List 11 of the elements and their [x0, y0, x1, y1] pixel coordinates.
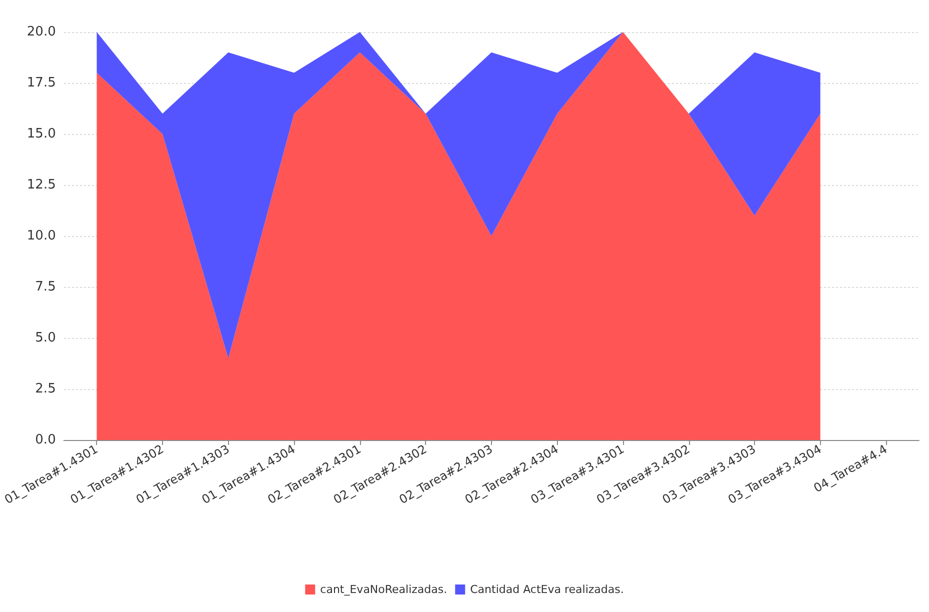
y-tick-label: 15.0	[26, 126, 56, 142]
y-tick-label: 12.5	[26, 178, 56, 192]
y-tick-label: 7.5	[35, 280, 56, 294]
legend-label: cant_EvaNoRealizadas.	[320, 583, 448, 596]
y-tick-label: 5.0	[35, 330, 56, 346]
y-tick-label: 10.0	[26, 228, 56, 244]
y-tick-label: 2.5	[35, 382, 56, 396]
y-tick-label: 17.5	[26, 76, 56, 90]
y-tick-label: 0.0	[35, 432, 56, 448]
y-tick-label: 20.0	[26, 24, 56, 40]
legend-label: Cantidad ActEva realizadas.	[470, 583, 624, 596]
